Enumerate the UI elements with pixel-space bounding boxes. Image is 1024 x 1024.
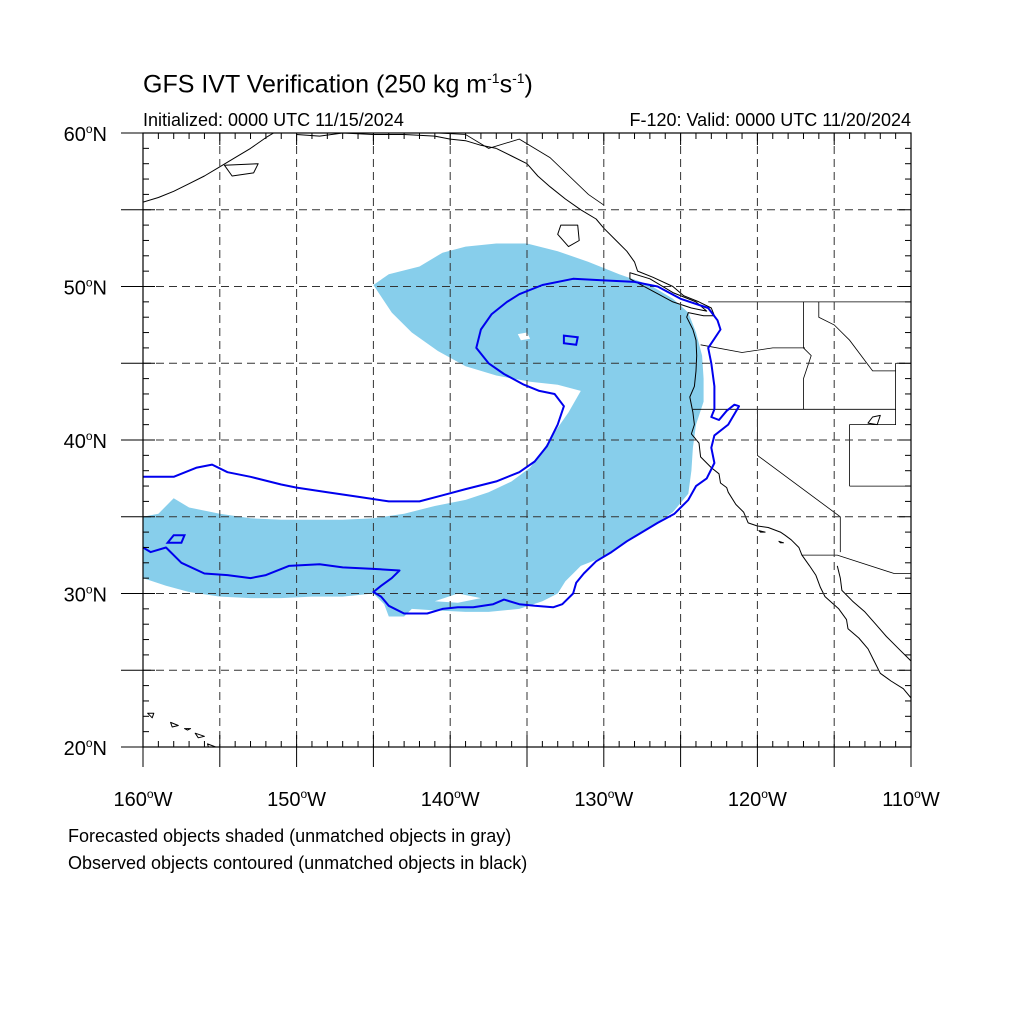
island (147, 712, 155, 719)
lon-tick-label: 110oW (882, 787, 940, 811)
island (778, 540, 784, 544)
coastline-north-america (496, 147, 911, 699)
island (223, 163, 259, 177)
lon-tick-label: 130oW (574, 787, 633, 811)
island (629, 272, 708, 312)
legend-forecast-note: Forecasted objects shaded (unmatched obj… (68, 826, 512, 846)
observed-ivt-object-small (562, 334, 579, 346)
chart-title: GFS IVT Verification (250 kg m-1s-1) (143, 70, 533, 99)
lon-tick-label: 120oW (728, 787, 787, 811)
political-border (849, 363, 896, 487)
valid-time: F-120: Valid: 0000 UTC 11/20/2024 (629, 110, 911, 130)
island (194, 732, 205, 739)
political-border (803, 301, 812, 410)
lon-tick-label: 140oW (421, 787, 480, 811)
legend-observed-note: Observed objects contoured (unmatched ob… (68, 853, 528, 873)
lon-tick-label: 150oW (267, 787, 326, 811)
lat-tick-label: 60oN (64, 122, 107, 146)
lon-tick-label: 160oW (114, 787, 173, 811)
political-border (436, 133, 605, 206)
observed-ivt-object-small (165, 534, 186, 544)
island (207, 743, 218, 747)
lat-tick-label: 30oN (64, 583, 107, 607)
island (557, 224, 580, 248)
lat-tick-label: 50oN (64, 276, 107, 300)
island (170, 721, 179, 728)
political-border (757, 409, 841, 553)
lake (867, 414, 881, 426)
lat-tick-label: 20oN (64, 736, 107, 760)
forecast-ivt-object (143, 243, 704, 617)
political-border (801, 554, 911, 574)
initialized-time: Initialized: 0000 UTC 11/15/2024 (143, 110, 404, 130)
observed-ivt-object (143, 277, 740, 615)
island (758, 530, 766, 533)
political-border (700, 344, 805, 353)
political-border (818, 301, 896, 372)
island (184, 728, 192, 731)
lat-tick-label: 40oN (64, 429, 107, 453)
coastline-alaska-peninsula (143, 133, 274, 203)
coastline-gulf-of-california (836, 565, 911, 662)
